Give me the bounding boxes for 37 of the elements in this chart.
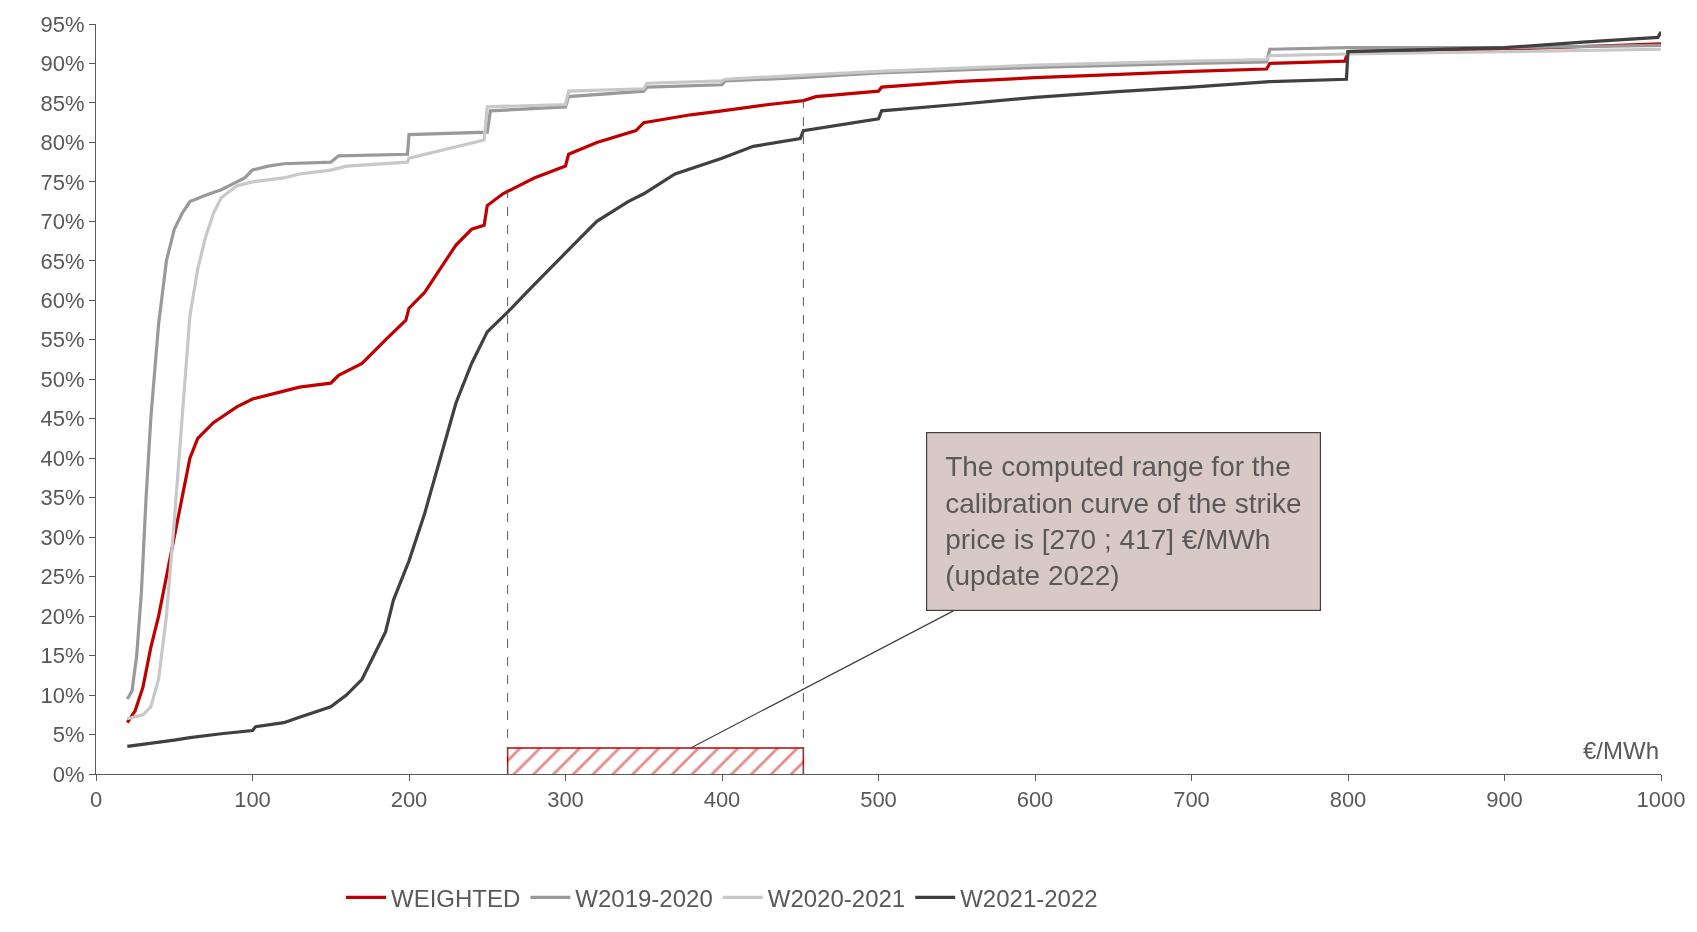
x-tick-label: 500 — [860, 787, 897, 813]
x-tick-label: 200 — [390, 787, 428, 813]
annotation: The computed range for the calibration curve of the strike price is [270 ; 417] €/MWh (update 2022) — [945, 451, 1302, 592]
y-tick-label: 20% — [40, 603, 85, 629]
y-tick-label: 60% — [40, 288, 85, 314]
x-tick-label: 900 — [1486, 787, 1523, 813]
x-tick-label: 800 — [1329, 787, 1367, 813]
legend-label: W2020-2021 — [767, 884, 906, 912]
y-tick-label: 15% — [40, 643, 85, 669]
y-tick-label: 80% — [40, 130, 85, 156]
y-tick-label: 40% — [40, 445, 85, 471]
x-tick-label: 1000 — [1636, 787, 1686, 813]
legend-label: W2019-2020 — [575, 884, 713, 912]
y-tick-label: 95% — [40, 11, 85, 37]
x-axis-title: €/MWh — [1583, 737, 1660, 764]
y-tick-label: 35% — [40, 485, 85, 511]
y-tick-label: 75% — [40, 169, 85, 195]
y-tick-label: 30% — [40, 524, 85, 550]
y-tick-label: 50% — [40, 366, 85, 392]
y-tick-label: 25% — [40, 564, 85, 590]
y-tick-label: 5% — [52, 722, 85, 748]
legend-label: W2021-2022 — [960, 884, 1098, 912]
y-tick-label: 0% — [52, 761, 85, 787]
x-tick-label: 100 — [234, 787, 271, 813]
y-tick-label: 55% — [40, 327, 85, 353]
y-tick-label: 10% — [40, 682, 85, 708]
x-tick-label: 600 — [1016, 787, 1054, 813]
x-tick-label: 700 — [1173, 787, 1210, 813]
x-tick-label: 0 — [89, 787, 103, 813]
x-tick-label: 300 — [547, 787, 584, 813]
y-tick-label: 85% — [40, 90, 85, 116]
y-tick-label: 70% — [40, 209, 85, 235]
y-tick-label: 90% — [40, 51, 85, 77]
x-tick-label: 400 — [703, 787, 741, 813]
legend-label: WEIGHTED — [391, 884, 521, 912]
y-tick-label: 45% — [40, 406, 85, 432]
y-tick-label: 65% — [40, 248, 85, 274]
